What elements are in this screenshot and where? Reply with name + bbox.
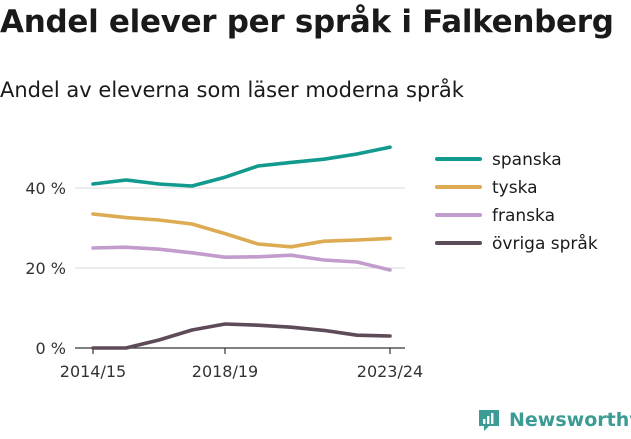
x-tick-label: 2014/15	[60, 362, 126, 381]
brand-logo[interactable]: Newsworthy	[476, 407, 631, 433]
series-line-franska	[91, 245, 392, 272]
legend-label: övriga språk	[492, 233, 598, 254]
y-tick-label: 40 %	[25, 179, 66, 198]
axes: 0 % 20 % 40 % 2014/15 2018/19 2023/24	[25, 179, 423, 381]
legend-label: tyska	[492, 178, 538, 198]
brand-name: Newsworthy	[509, 409, 631, 431]
series-line-övriga-språk	[91, 322, 392, 350]
y-tick-label: 0 %	[36, 339, 66, 358]
page-title: Andel elever per språk i Falkenberg	[0, 4, 614, 40]
x-tick-label: 2018/19	[192, 362, 258, 381]
legend-label: spanska	[492, 150, 562, 170]
series-line-tyska	[91, 212, 392, 249]
x-tick-label: 2023/24	[357, 362, 423, 381]
series-lines	[91, 145, 392, 350]
series-line-spanska	[91, 145, 392, 188]
page-subtitle: Andel av eleverna som läser moderna språ…	[0, 78, 464, 102]
legend-label: franska	[492, 206, 555, 226]
newsworthy-logo-icon	[479, 410, 499, 431]
legend: spanska tyska franska övriga språk	[435, 150, 598, 254]
grid-lines	[75, 187, 405, 269]
y-tick-label: 20 %	[25, 259, 66, 278]
